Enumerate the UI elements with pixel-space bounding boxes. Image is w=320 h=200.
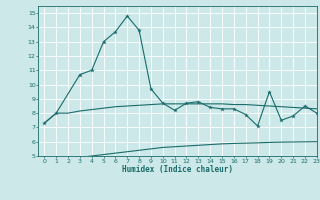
X-axis label: Humidex (Indice chaleur): Humidex (Indice chaleur) — [122, 165, 233, 174]
